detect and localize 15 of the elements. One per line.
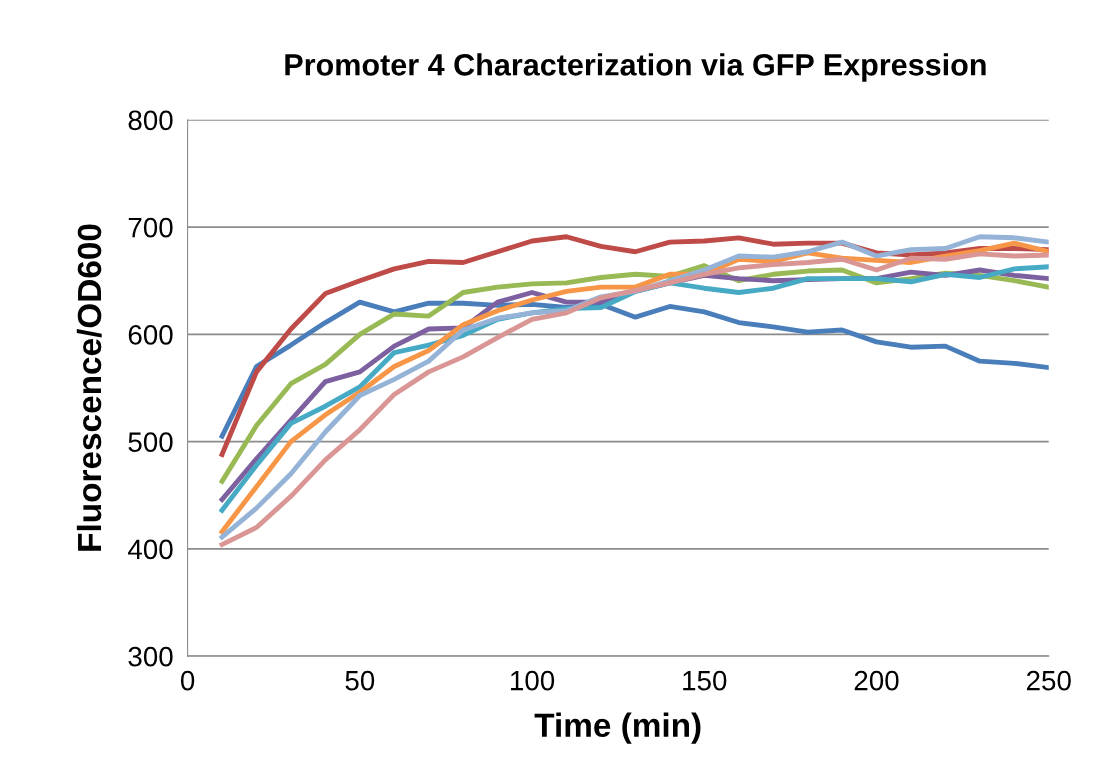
x-tick-label: 200 <box>854 670 899 691</box>
x-tick-label: 250 <box>1026 670 1071 691</box>
x-tick-label: 0 <box>180 670 195 691</box>
y-tick-label: 400 <box>127 539 173 560</box>
x-tick-label: 150 <box>683 670 727 691</box>
x-tick-label: 100 <box>510 670 555 691</box>
y-axis-title: Fluorescence/OD600 <box>76 224 102 551</box>
y-tick-label: 600 <box>128 325 173 345</box>
y-tick-label: 800 <box>128 110 173 131</box>
y-tick-label: 500 <box>128 432 173 452</box>
x-tick-label: 50 <box>345 670 375 691</box>
chart-title: Promoter 4 Characterization via GFP Expression <box>285 53 986 82</box>
x-axis-title: Time (min) <box>534 712 701 744</box>
y-tick-label: 300 <box>128 646 173 667</box>
y-tick-label: 700 <box>128 217 173 238</box>
